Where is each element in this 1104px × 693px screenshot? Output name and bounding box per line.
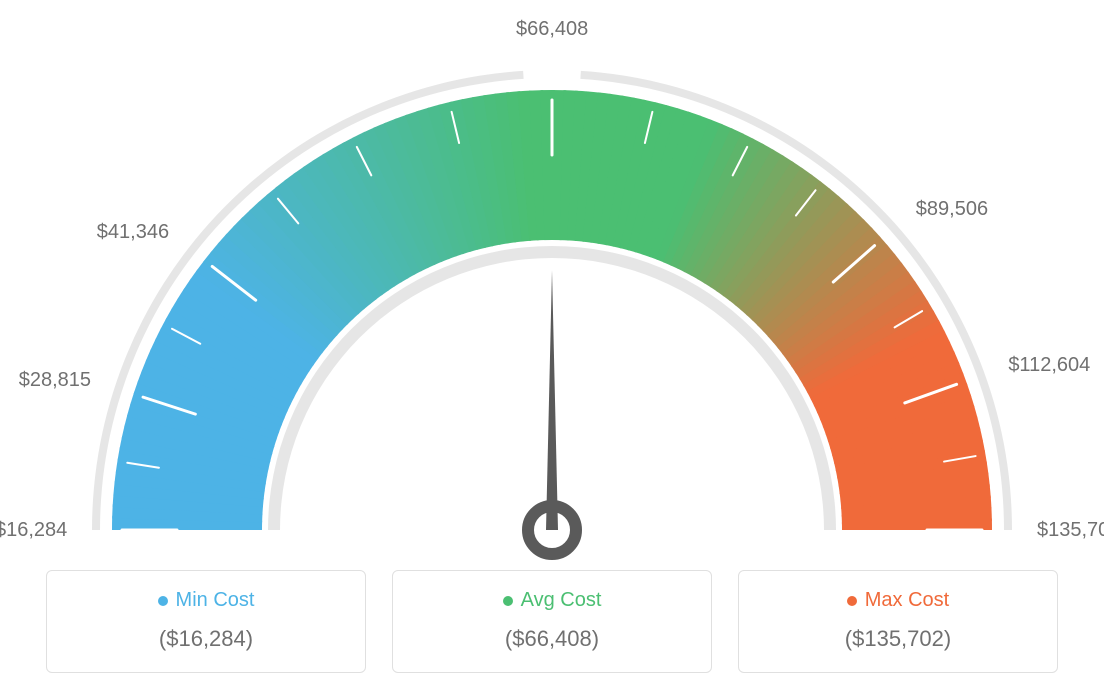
gauge-tick-label: $112,604	[1008, 354, 1090, 377]
gauge-tick-label: $41,346	[97, 221, 169, 244]
legend-max-title: Max Cost	[847, 589, 949, 612]
legend-avg-title: Avg Cost	[503, 589, 602, 612]
legend-min-box: Min Cost ($16,284)	[46, 570, 366, 673]
legend-avg-value: ($66,408)	[403, 626, 701, 652]
legend-min-title: Min Cost	[158, 589, 255, 612]
legend-avg-label: Avg Cost	[521, 589, 602, 612]
gauge-tick-label: $135,702	[1037, 519, 1104, 542]
gauge-tick-label: $28,815	[19, 369, 91, 392]
legend-min-label: Min Cost	[176, 589, 255, 612]
legend-avg-box: Avg Cost ($66,408)	[392, 570, 712, 673]
gauge-tick-label: $89,506	[916, 198, 988, 221]
gauge-tick-label: $66,408	[516, 18, 588, 41]
legend-max-value: ($135,702)	[749, 626, 1047, 652]
dot-icon	[503, 596, 513, 606]
legend-row: Min Cost ($16,284) Avg Cost ($66,408) Ma…	[20, 570, 1084, 673]
dot-icon	[847, 596, 857, 606]
gauge-tick-label: $16,284	[0, 519, 67, 542]
legend-max-box: Max Cost ($135,702)	[738, 570, 1058, 673]
gauge-svg	[22, 20, 1082, 560]
dot-icon	[158, 596, 168, 606]
gauge-chart: $16,284$28,815$41,346$66,408$89,506$112,…	[22, 20, 1082, 560]
legend-min-value: ($16,284)	[57, 626, 355, 652]
legend-max-label: Max Cost	[865, 589, 949, 612]
